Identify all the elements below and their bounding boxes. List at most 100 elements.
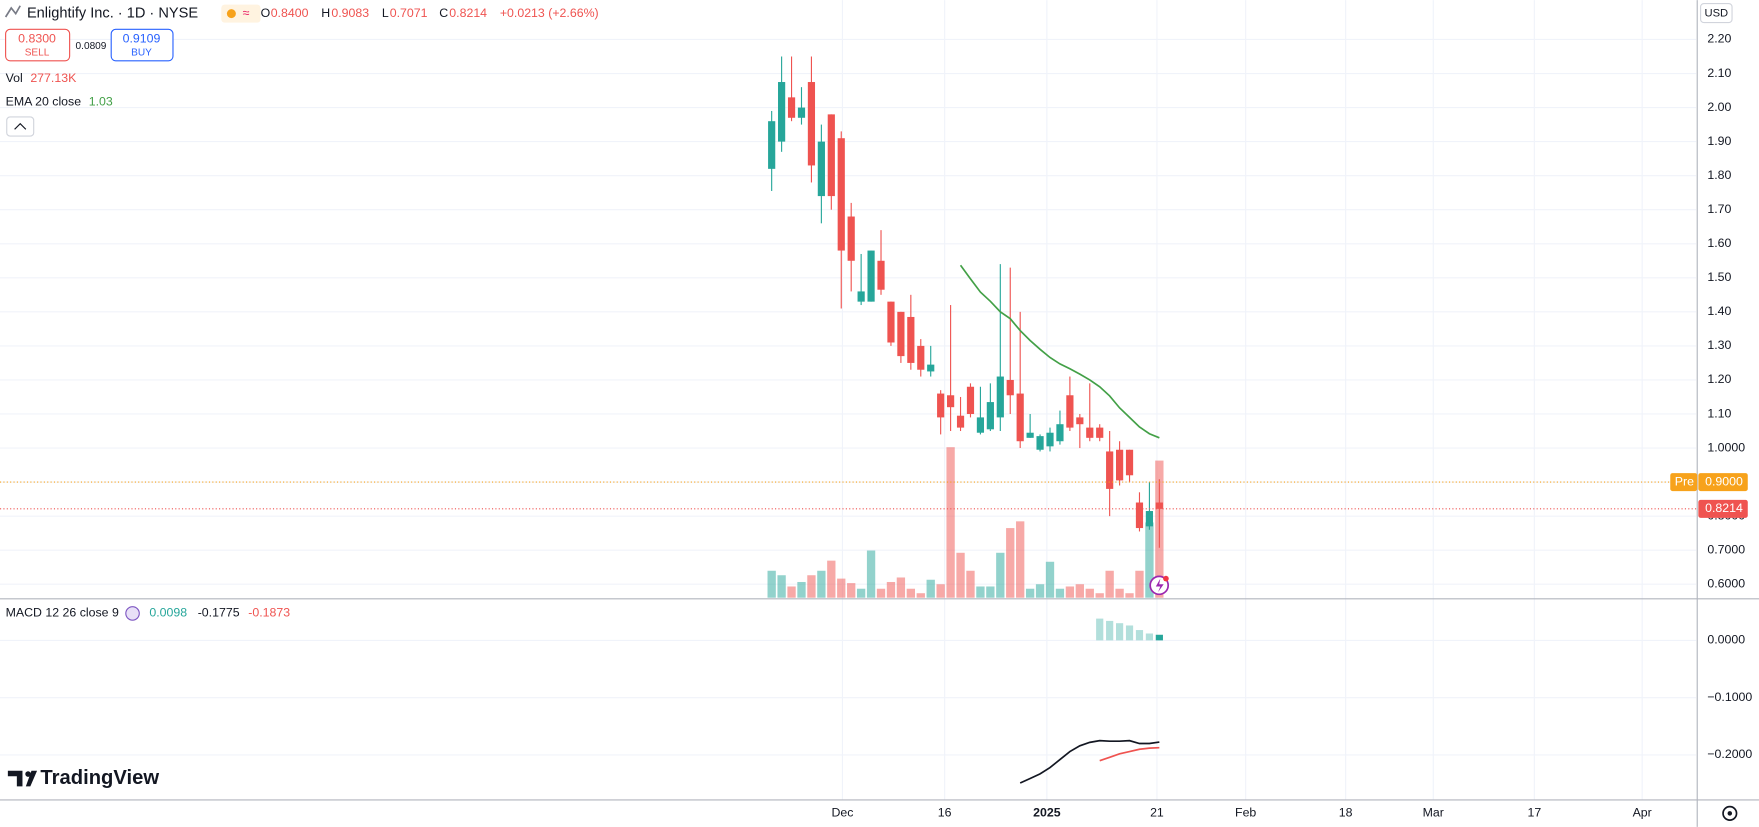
volume-name[interactable]: Vol (6, 71, 23, 85)
volume-bar (996, 552, 1005, 598)
market-status-icon: ≈ (243, 6, 250, 20)
spread: 0.0809 (76, 41, 107, 52)
volume-bar (1045, 561, 1055, 598)
x-tick-label: 21 (1150, 806, 1164, 820)
candle-body (1096, 427, 1104, 438)
volume-bar (827, 560, 836, 598)
y-tick-label: 2.00 (1707, 100, 1731, 114)
volume-bar (866, 550, 876, 598)
y-tick-label: 1.40 (1707, 304, 1731, 318)
collapse-button[interactable] (6, 116, 35, 137)
brand-name: TradingView (40, 767, 159, 789)
volume-bar (856, 588, 866, 598)
volume-bar (896, 577, 906, 598)
macd-histogram-bar (1096, 618, 1104, 641)
candle-body (827, 114, 835, 197)
price-badge-label: 0.9000 (1705, 474, 1743, 488)
indicator-legend: Vol 277.13K EMA 20 close 1.03 MACD 12 26… (6, 71, 290, 621)
candle-body (1106, 451, 1114, 489)
macd-icon[interactable] (125, 606, 140, 621)
candle-body (1125, 449, 1134, 476)
candle-body (1086, 427, 1094, 438)
currency-box[interactable] (1700, 2, 1733, 24)
candle-body (877, 260, 885, 290)
candle-body (956, 415, 965, 428)
y-tick-label: 1.60 (1707, 236, 1731, 250)
candle-body (787, 97, 796, 118)
x-tick-label: 2025 (1033, 806, 1061, 820)
volume-bar (817, 570, 826, 598)
x-tick-label: Apr (1633, 806, 1652, 820)
symbol-header: Enlightify Inc. · 1D · NYSE ≈ O 0.8400 H… (4, 4, 599, 23)
price-badge-tag-label: Pre (1675, 474, 1694, 488)
candle-body (857, 291, 865, 302)
settings-button[interactable] (1722, 805, 1738, 821)
volume-bar (837, 578, 846, 598)
volume-bar (787, 586, 796, 598)
macd-histogram-bar (1106, 620, 1114, 641)
candle-body (1115, 449, 1124, 481)
volume-bar (876, 588, 886, 598)
sell-button[interactable] (5, 28, 71, 62)
candle-body (907, 316, 915, 363)
event-dot (1163, 575, 1169, 582)
ema-line (959, 264, 1160, 439)
y-tick-label: 1.20 (1707, 372, 1731, 386)
candle-body (1135, 502, 1144, 529)
collapse-icon (14, 122, 27, 130)
candle-body (778, 82, 786, 142)
volume-bar (906, 588, 915, 598)
y-tick-label: 1.0000 (1707, 440, 1745, 454)
ohlc-letter: H (321, 6, 330, 20)
candle-body (847, 216, 855, 261)
volume-bar (956, 552, 965, 598)
x-tick-label: Feb (1235, 806, 1256, 820)
macd-title[interactable]: MACD 12 26 close 9 (6, 606, 119, 620)
y-tick-label: 1.10 (1707, 406, 1731, 420)
volume-bar (1075, 584, 1084, 598)
x-tick-label: Dec (831, 806, 853, 820)
ema-value: 1.03 (89, 95, 113, 109)
candle-body (1006, 379, 1014, 396)
candle-body (817, 141, 825, 197)
volume-bar (1145, 522, 1154, 598)
candle-body (917, 345, 925, 370)
candle-body (996, 376, 1004, 418)
candle-body (1046, 432, 1054, 447)
macd-value: -0.1775 (198, 606, 240, 620)
ema-name[interactable]: EMA 20 close (6, 95, 82, 109)
volume-bar (807, 575, 816, 598)
candle-body (1066, 395, 1074, 428)
candle-body (768, 121, 776, 169)
macd-histogram-value: 0.0098 (149, 606, 187, 620)
sell-price: 0.8300 (18, 32, 56, 46)
volume-bar (1135, 570, 1144, 598)
macd-histogram-bar (1155, 634, 1163, 641)
volume-bar (777, 575, 786, 598)
settings (1722, 805, 1738, 821)
volume-bar (1065, 586, 1075, 598)
volume-bar (986, 586, 995, 598)
x-tick-label: 17 (1527, 806, 1541, 820)
marks (767, 56, 1164, 784)
volume-bar (1085, 588, 1094, 598)
volume-bar (1006, 528, 1015, 598)
candle-body (986, 402, 994, 430)
candle-body (1056, 424, 1064, 442)
market-status[interactable] (221, 4, 261, 23)
buy-button[interactable] (110, 28, 174, 62)
x-tick-label: Mar (1423, 806, 1444, 820)
macd-histogram-bar (1145, 633, 1154, 641)
candle-body (1036, 436, 1044, 450)
candle-body (867, 250, 875, 302)
sell-label: SELL (25, 48, 50, 59)
y-tick-label: 0.6000 (1707, 576, 1745, 590)
symbol-title[interactable]: Enlightify Inc. · 1D · NYSE (27, 5, 198, 21)
candle-body (837, 138, 845, 251)
grid: 2.20 2.10 2.00 1.90 1.80 1.70 1.60 1.50 1.40 1.30… (0, 0, 1752, 800)
overlay: Dec 16 2025 21 Feb 18 Mar 17 Apr 0.9000 Pre 0.8214 (0, 473, 1748, 820)
volume-bar (916, 593, 925, 598)
x-tick-label: 18 (1339, 806, 1353, 820)
candle-body (807, 82, 816, 166)
